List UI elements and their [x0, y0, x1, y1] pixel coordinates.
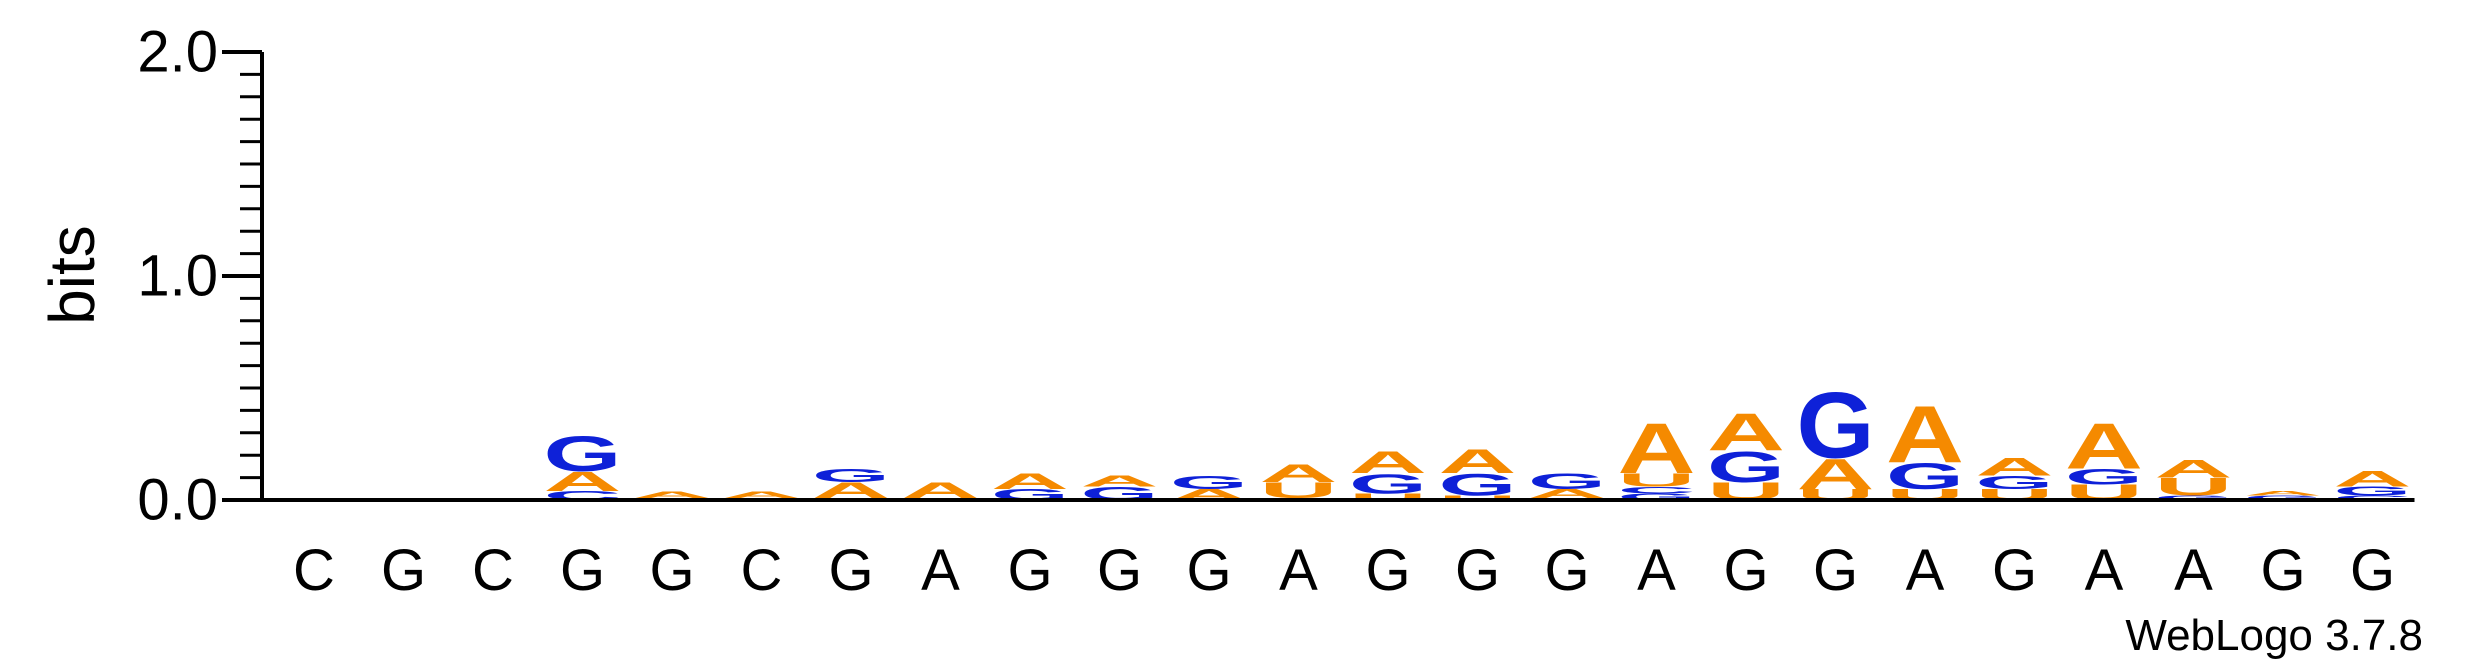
y-tick-label: 2.0: [137, 20, 218, 85]
logo-column: UAG: [1528, 469, 1606, 500]
x-tick-label: G: [1186, 538, 1231, 603]
x-tick-label: G: [828, 538, 873, 603]
x-tick-label: G: [1455, 538, 1500, 603]
x-tick-label: A: [2085, 538, 2124, 603]
logo-letter: C: [1618, 485, 1696, 495]
logo-column: GUA: [2155, 455, 2233, 501]
logo-letter: A: [1438, 442, 1516, 480]
logo-letter: U: [1438, 494, 1516, 501]
logo-column: UAG: [1797, 373, 1875, 504]
logo-column: UGA: [1707, 403, 1785, 505]
x-tick-label: A: [1637, 538, 1676, 603]
logo-letter: A: [1081, 473, 1159, 490]
logo-column: CAG: [812, 466, 890, 503]
logo-letter: G: [1707, 443, 1785, 491]
y-axis: 0.0 1.0 2.0: [137, 20, 264, 533]
logo-letter: G: [1797, 373, 1875, 478]
logo-letter: G: [1439, 467, 1517, 502]
logo-letter: A: [1260, 460, 1338, 488]
logo-letter: A: [2333, 467, 2411, 492]
logo-letter: A: [991, 469, 1069, 494]
logo-column: CAG: [544, 426, 622, 503]
logo-letter: G: [1170, 472, 1248, 493]
logo-column: UGA: [1438, 442, 1516, 502]
logo-letter: A: [633, 489, 711, 499]
logo-letter: U: [2155, 473, 2233, 501]
x-tick-label: G: [1544, 538, 1589, 603]
logo-column: CGA: [2333, 467, 2411, 502]
x-tick-label: G: [649, 538, 694, 603]
logo-column: GA: [991, 469, 1069, 504]
logo-letter: G: [1349, 468, 1427, 500]
logo-letter: G: [2065, 465, 2143, 489]
logo-letter: A: [723, 489, 801, 499]
logo-letter: A: [1886, 390, 1964, 480]
logo-letter: C: [2333, 494, 2411, 501]
logo-letter: U: [1349, 492, 1427, 502]
x-tick-label: A: [1279, 538, 1318, 603]
logo-letter: A: [2155, 455, 2233, 483]
x-tick-label: A: [1906, 538, 1945, 603]
logo-letter: A: [544, 466, 622, 497]
logo-letter: A: [1976, 453, 2054, 481]
logo-letter: G: [544, 426, 622, 482]
logo-column: UGA: [1976, 453, 2054, 504]
x-tick-label: G: [1813, 538, 1858, 603]
logo-column: GUA: [1259, 460, 1337, 503]
logo-letter: G: [1528, 469, 1606, 493]
logo-column: GA: [2244, 490, 2322, 501]
logo-letter: A: [1349, 445, 1427, 480]
logo-letter: G: [1976, 472, 2054, 493]
logo-column: UGA: [1886, 390, 1964, 504]
y-tick-label: 0.0: [137, 468, 218, 533]
x-tick-label: G: [2260, 538, 2305, 603]
x-tick-label: G: [1992, 538, 2037, 603]
logo-letter: A: [2065, 409, 2143, 482]
x-tick-label: A: [921, 538, 960, 603]
logo-letter: G: [812, 466, 890, 487]
logo-column: UGA: [2065, 409, 2143, 504]
logo-letter: G: [1618, 492, 1696, 502]
logo-letter: A: [1797, 450, 1875, 499]
y-tick-label: 1.0: [137, 244, 218, 309]
logo-column: UGA: [1349, 445, 1427, 502]
x-tick-label: G: [1365, 538, 1410, 603]
x-tick-label: G: [1007, 538, 1052, 603]
logo-letter: G: [2334, 484, 2412, 498]
y-axis-label: bits: [36, 225, 108, 325]
logo-letter: A: [1707, 403, 1785, 462]
x-tick-label: G: [1097, 538, 1142, 603]
x-tick-label: C: [293, 538, 335, 603]
x-tick-label: A: [2174, 538, 2213, 603]
weblogo-version-label: WebLogo 3.7.8: [2125, 611, 2423, 660]
logo-letter: A: [1617, 409, 1695, 489]
x-tick-label: G: [381, 538, 426, 603]
x-tick-label: G: [2350, 538, 2395, 603]
logo-letter: G: [2155, 494, 2233, 501]
x-tick-label: G: [1723, 538, 1768, 603]
logo-letter: G: [1886, 456, 1964, 497]
logo-letter: G: [2244, 494, 2322, 501]
x-tick-label: C: [472, 538, 514, 603]
logo-letter: A: [2244, 490, 2322, 497]
x-tick-label: C: [741, 538, 783, 603]
logo-letter: A: [1528, 487, 1606, 501]
logo-stacks: CAGCACACAGCAGAGAAGGUAUGAUGAUAGGCUAUGAUAG…: [544, 373, 2412, 506]
x-tick-label: G: [560, 538, 605, 603]
logo-letter: U: [1618, 470, 1696, 491]
